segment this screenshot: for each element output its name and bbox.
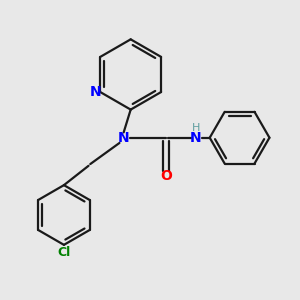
Text: Cl: Cl [57,246,70,259]
Text: N: N [190,131,202,145]
Text: N: N [118,131,130,145]
Text: N: N [90,85,102,99]
Text: O: O [160,169,172,183]
Text: H: H [191,123,200,133]
